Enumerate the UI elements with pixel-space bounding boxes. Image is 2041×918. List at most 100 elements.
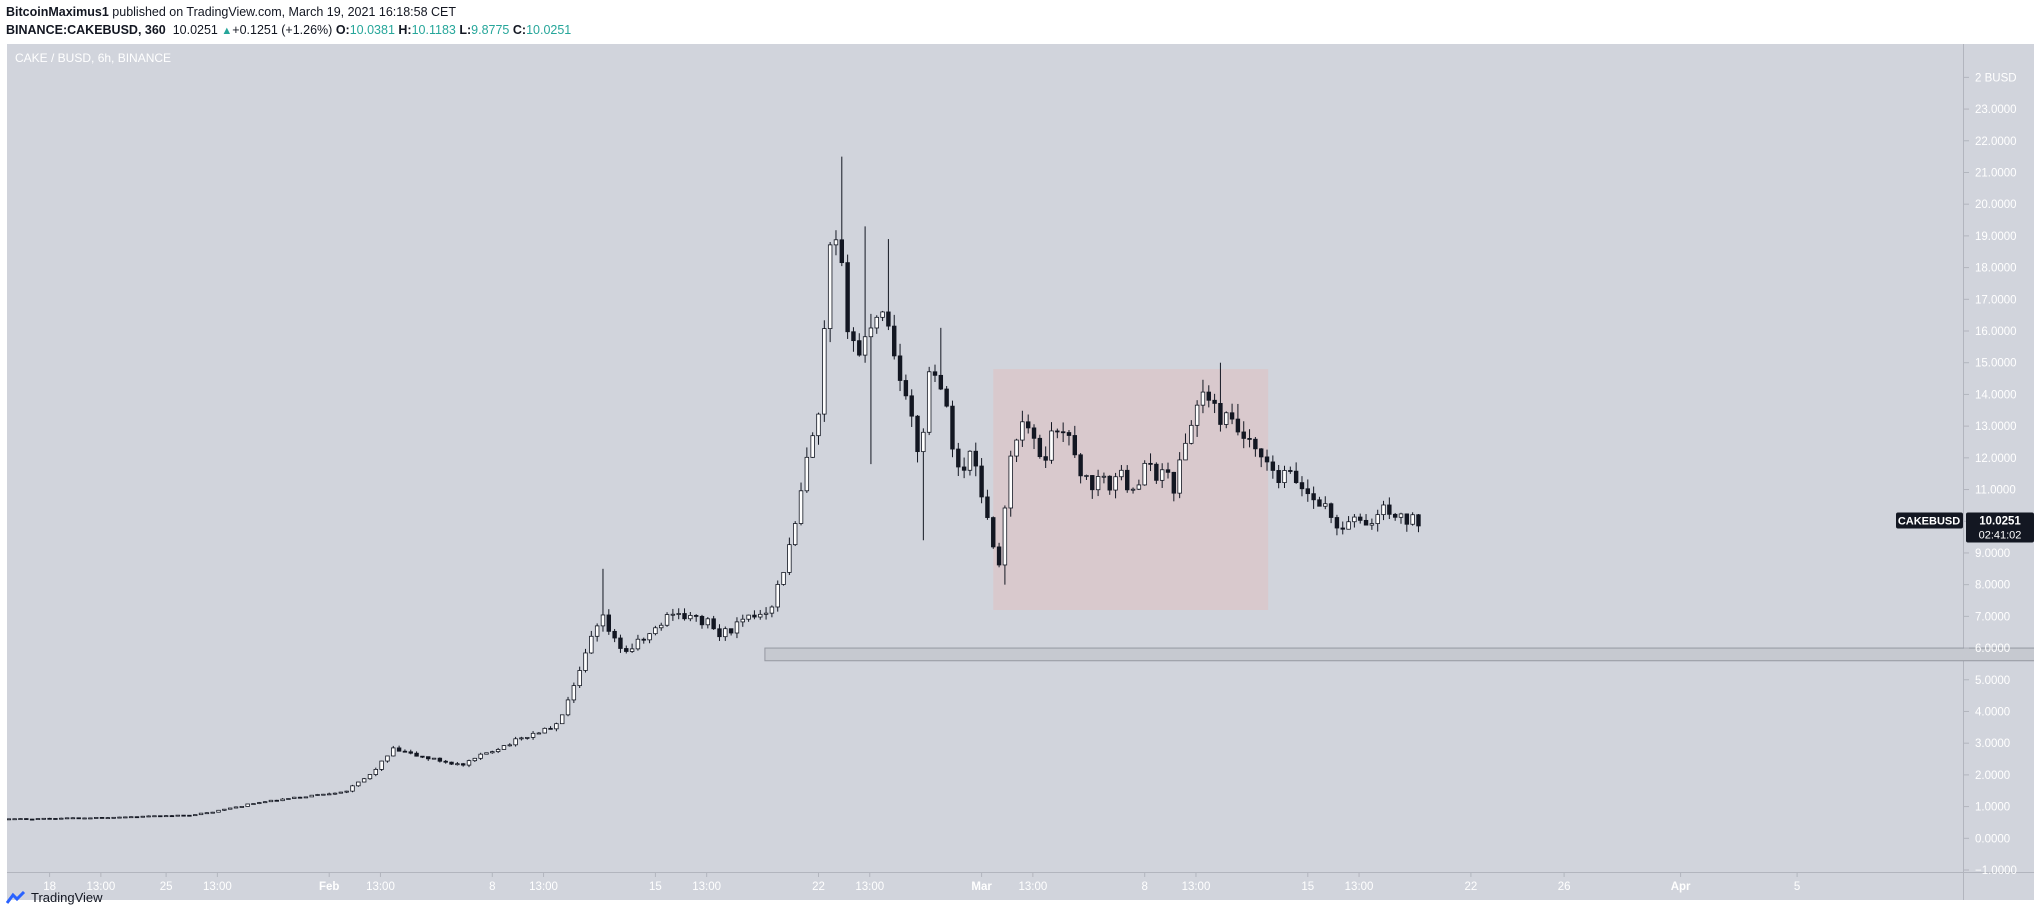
candle[interactable] [1125, 465, 1130, 493]
support-zone[interactable] [764, 647, 2034, 662]
candle[interactable] [303, 796, 309, 799]
candle[interactable] [1148, 453, 1153, 472]
candle[interactable] [1142, 460, 1147, 486]
candle[interactable] [763, 607, 769, 620]
candle[interactable] [571, 682, 577, 703]
candle[interactable] [7, 818, 12, 821]
candle[interactable] [629, 643, 635, 654]
candle[interactable] [175, 814, 180, 817]
candle[interactable] [274, 799, 279, 802]
candle[interactable] [280, 798, 285, 802]
candle[interactable] [396, 745, 402, 752]
candle[interactable] [163, 815, 169, 818]
candle[interactable] [1189, 420, 1194, 445]
candle[interactable] [128, 816, 134, 819]
candle[interactable] [1119, 465, 1124, 481]
candle[interactable] [950, 400, 955, 458]
candle[interactable] [227, 807, 233, 810]
candle[interactable] [1264, 449, 1270, 471]
consolidation-range[interactable] [993, 369, 1269, 611]
candle[interactable] [449, 761, 454, 765]
candle[interactable] [758, 609, 763, 620]
candle[interactable] [530, 731, 536, 740]
candle[interactable] [723, 626, 728, 641]
candle[interactable] [18, 818, 23, 820]
candle[interactable] [559, 714, 565, 725]
candle[interactable] [431, 757, 437, 760]
candle[interactable] [41, 817, 46, 820]
candle[interactable] [1346, 516, 1351, 530]
candle[interactable] [222, 808, 227, 811]
candle[interactable] [1410, 512, 1415, 526]
candle[interactable] [379, 760, 384, 772]
candle[interactable] [181, 814, 186, 817]
candle[interactable] [956, 442, 961, 476]
candle[interactable] [577, 666, 582, 688]
candle[interactable] [1130, 487, 1136, 494]
candle[interactable] [29, 818, 35, 821]
candle[interactable] [239, 806, 245, 808]
candle[interactable] [746, 614, 751, 622]
candle[interactable] [734, 617, 740, 639]
candle[interactable] [1305, 479, 1311, 502]
candle[interactable] [1229, 403, 1235, 425]
candle[interactable] [1218, 362, 1223, 432]
candle[interactable] [1090, 475, 1095, 499]
candle[interactable] [1060, 422, 1066, 443]
candle[interactable] [210, 811, 215, 814]
candle[interactable] [385, 755, 390, 763]
candle[interactable] [606, 609, 612, 635]
candle[interactable] [1288, 466, 1293, 474]
candle[interactable] [845, 254, 850, 339]
candle[interactable] [670, 608, 676, 621]
candle[interactable] [624, 645, 629, 654]
candle[interactable] [1154, 462, 1159, 484]
candle[interactable] [1212, 393, 1217, 414]
candle[interactable] [769, 605, 775, 618]
candle[interactable] [88, 817, 93, 820]
candle[interactable] [99, 817, 105, 819]
candle[interactable] [926, 366, 932, 436]
candle[interactable] [286, 798, 291, 800]
candle[interactable] [1247, 429, 1252, 448]
candle[interactable] [991, 516, 996, 549]
candle[interactable] [1282, 465, 1287, 489]
candle[interactable] [350, 784, 355, 793]
candle[interactable] [827, 242, 833, 343]
candle[interactable] [932, 364, 938, 382]
candle[interactable] [82, 817, 87, 820]
candle[interactable] [111, 816, 116, 819]
candle[interactable] [420, 755, 425, 759]
candle[interactable] [152, 815, 157, 818]
candle[interactable] [204, 812, 210, 815]
candle[interactable] [886, 239, 891, 331]
candle[interactable] [938, 327, 944, 391]
candle[interactable] [653, 625, 658, 636]
candle[interactable] [495, 747, 501, 754]
candle[interactable] [915, 415, 920, 463]
candle[interactable] [909, 389, 914, 427]
author-name[interactable]: BitcoinMaximus1 [6, 5, 109, 19]
candle[interactable] [1340, 521, 1345, 535]
candle[interactable] [169, 815, 175, 818]
candle[interactable] [659, 622, 664, 631]
candle[interactable] [1136, 479, 1142, 491]
candle[interactable] [408, 749, 413, 755]
candle[interactable] [1392, 512, 1398, 521]
candle[interactable] [1183, 433, 1188, 461]
candle[interactable] [996, 542, 1002, 568]
candle[interactable] [728, 628, 734, 636]
candle[interactable] [466, 759, 472, 768]
candle[interactable] [676, 608, 681, 620]
candle[interactable] [600, 568, 606, 632]
candle[interactable] [1055, 428, 1060, 439]
candle[interactable] [833, 230, 839, 256]
candle[interactable] [501, 745, 507, 750]
candle[interactable] [1258, 448, 1264, 468]
candle[interactable] [583, 648, 588, 673]
candle[interactable] [507, 743, 512, 747]
candle[interactable] [1095, 469, 1101, 497]
candle[interactable] [373, 767, 379, 777]
candle[interactable] [857, 333, 862, 357]
symbol-tag[interactable] [1896, 512, 1963, 529]
